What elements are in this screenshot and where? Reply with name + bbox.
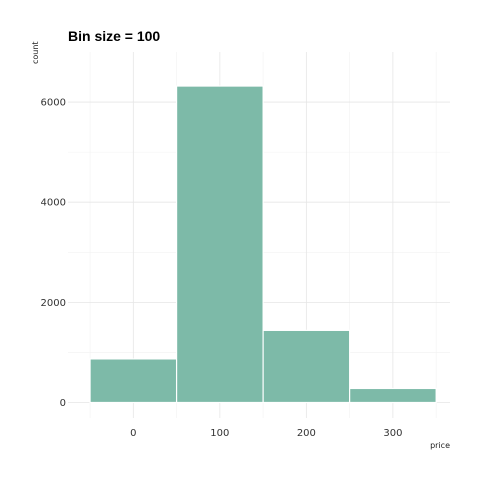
y-axis-label: count — [31, 41, 40, 64]
y-tick-label: 2000 — [41, 298, 66, 309]
histogram-bar — [175, 85, 264, 404]
y-tick-label: 4000 — [41, 198, 66, 209]
x-tick-label: 0 — [130, 428, 136, 439]
y-tick-labels: 0 2000 4000 6000 — [41, 98, 66, 409]
x-tick-label: 300 — [383, 428, 402, 439]
histogram-bar — [349, 387, 437, 404]
y-tick-label: 6000 — [41, 98, 66, 109]
chart-title: Bin size = 100 — [68, 28, 160, 44]
y-tick-label: 0 — [60, 398, 66, 409]
x-tick-labels: 0 100 200 300 — [130, 428, 402, 439]
x-axis-label: price — [430, 441, 450, 450]
bars-layer — [89, 85, 437, 404]
x-tick-label: 200 — [297, 428, 316, 439]
x-tick-label: 100 — [210, 428, 229, 439]
histogram-bar — [262, 329, 351, 404]
histogram-bar — [89, 358, 178, 404]
